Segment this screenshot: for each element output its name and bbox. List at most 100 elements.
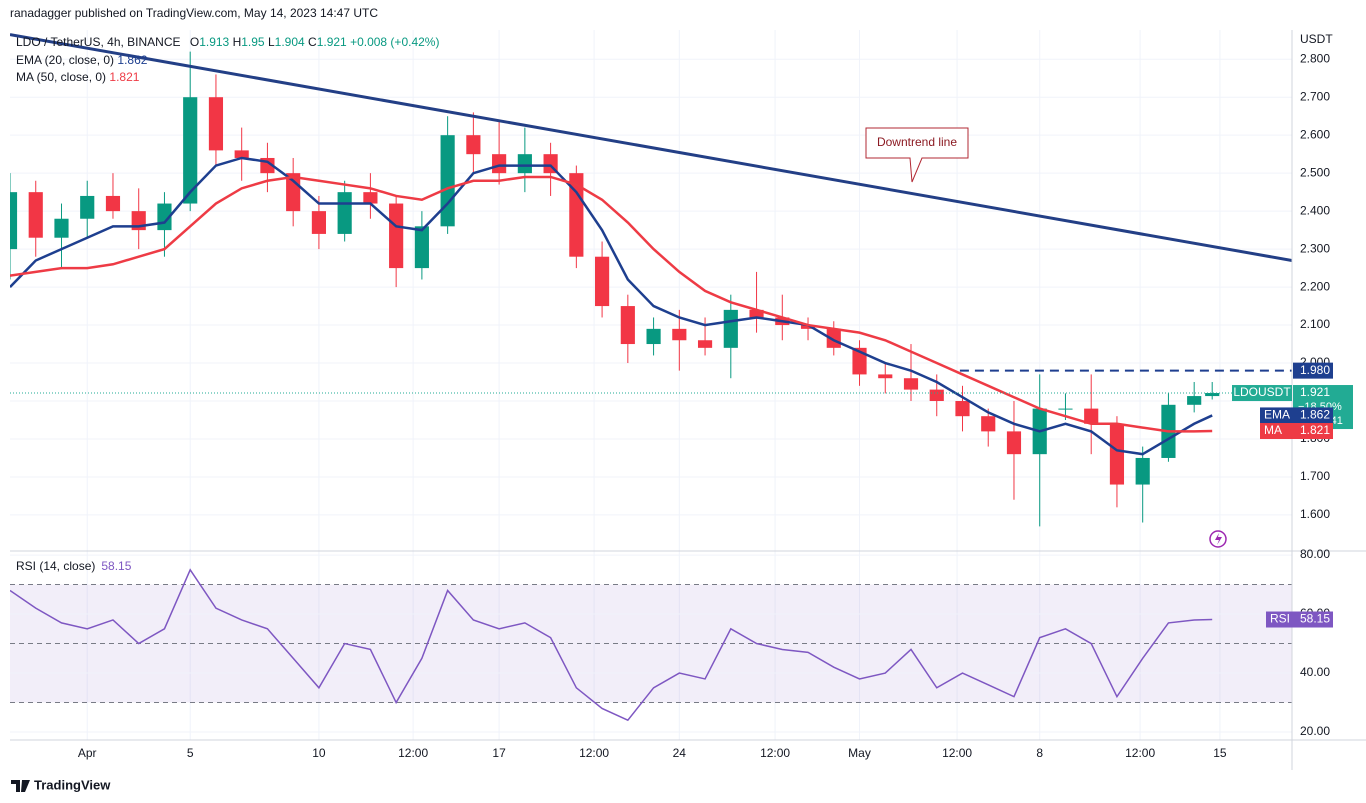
x-tick-label: 10 (312, 746, 326, 760)
candle-body (672, 328, 687, 341)
candle-body (981, 416, 996, 432)
candle-body (54, 218, 69, 238)
candle-body (183, 97, 198, 204)
x-tick-label: 5 (187, 746, 194, 760)
symbol-name: LDOUSDT (1233, 385, 1291, 399)
legend-value: 1.821 (109, 70, 140, 84)
x-tick-label: 12:00 (942, 746, 972, 760)
change: +0.008 (+0.42%) (350, 35, 440, 49)
axis-unit: USDT (1300, 32, 1333, 46)
ohlc-value: 1.95 (241, 35, 265, 49)
level-badge (1293, 362, 1333, 379)
indicator-line (10, 156, 1213, 456)
indicator-badge (1260, 407, 1333, 424)
legend-label: EMA (20, close, 0) (16, 52, 115, 67)
publisher-note: ranadagger published on TradingView.com,… (10, 6, 378, 20)
indicator-badge (1260, 423, 1333, 440)
ohlc-value: 1.921 (316, 35, 347, 49)
ohlc-label: C (308, 35, 317, 49)
rsi-badge (1266, 611, 1333, 628)
candle-body (1006, 431, 1022, 455)
legend-label: MA (50, close, 0) (16, 70, 107, 84)
brand-logo (11, 780, 30, 792)
candle-body (440, 135, 455, 227)
legend-row: MA (50, close, 0) 1.821 (16, 69, 439, 87)
brand: TradingView (34, 777, 111, 792)
annotation-box (865, 127, 969, 183)
price-pane (10, 33, 1292, 527)
indicator-value: 1.862 (1300, 408, 1330, 422)
ohlc-label: O (189, 35, 200, 49)
x-tick-label: 24 (673, 746, 687, 760)
event-icon[interactable] (1209, 530, 1227, 548)
candle-body (1109, 423, 1125, 485)
candle-body (337, 192, 352, 234)
y-tick-label: 2.800 (1300, 51, 1330, 65)
indicator-value: 1.821 (1300, 423, 1330, 437)
candle-body (208, 97, 224, 151)
candle-body (723, 309, 738, 348)
annotation-text: Downtrend line (877, 135, 957, 149)
symbol-badge (1232, 385, 1292, 402)
rsi-title: RSI (14, close) 58.15 (16, 559, 132, 573)
candle-body (620, 306, 635, 345)
candle-body (311, 211, 326, 234)
candle-body (878, 374, 893, 379)
y-tick-label: 1.700 (1300, 469, 1330, 483)
y-tick-label: 20.00 (1300, 724, 1330, 738)
ohlc-label: L (267, 35, 275, 49)
level-label: 1.980 (1300, 363, 1330, 377)
candle-body (749, 309, 764, 318)
candle-body (466, 135, 481, 155)
candle-body (903, 378, 919, 390)
candle-body (517, 154, 532, 174)
rsi-line (10, 568, 1213, 722)
y-tick-label: 80.00 (1300, 547, 1330, 561)
x-tick-label: 15 (1213, 746, 1227, 760)
annotation: Downtrend line (865, 127, 969, 183)
candle-body (595, 256, 610, 307)
x-tick-label: 12:00 (579, 746, 609, 760)
candle-body (363, 192, 378, 204)
x-tick-label: 12:00 (398, 746, 428, 760)
legend-row: EMA (20, close, 0) 1.862 (16, 52, 439, 70)
candle-body (646, 328, 661, 345)
candle-body (10, 192, 18, 250)
candle-body (800, 325, 816, 329)
candle-body (1084, 408, 1099, 424)
legend-value: 1.862 (117, 52, 148, 67)
symbol-title: LDO / TetherUS, 4h, BINANCE (16, 35, 181, 49)
candle-body (389, 203, 404, 269)
candle-body (569, 173, 584, 257)
candle-body (28, 192, 43, 238)
event-icon-bolt (1215, 533, 1222, 545)
x-tick-label: 8 (1036, 746, 1043, 760)
rsi-value: 58.15 (1300, 612, 1330, 626)
y-tick-label: 2.400 (1300, 203, 1330, 217)
candle-body (1205, 393, 1220, 397)
rsi-name: RSI (1270, 612, 1290, 626)
y-tick-label: 1.600 (1300, 507, 1330, 521)
indicator-name: MA (1264, 423, 1282, 437)
candle-body (1187, 396, 1202, 405)
x-tick-label: 17 (492, 746, 506, 760)
y-tick-label: 2.600 (1300, 127, 1330, 141)
candle-body (1135, 457, 1150, 485)
legend-row: LDO / TetherUS, 4h, BINANCE O1.913 H1.95… (16, 34, 439, 52)
ohlc-label: H (232, 35, 242, 49)
candle-body (492, 154, 507, 174)
y-tick-label: 2.300 (1300, 241, 1330, 255)
candle-body (105, 195, 121, 212)
x-tick-label: May (848, 746, 871, 760)
y-tick-label: 40.00 (1300, 665, 1330, 679)
y-tick-label: 2.700 (1300, 89, 1330, 103)
x-tick-label: 12:00 (1125, 746, 1155, 760)
indicator-name: EMA (1264, 408, 1290, 422)
price-value: 1.921 (1300, 385, 1330, 399)
ohlc-value: 1.913 (199, 35, 230, 49)
candle-body (697, 340, 713, 348)
y-tick-label: 2.500 (1300, 165, 1330, 179)
candle-body (929, 389, 944, 402)
